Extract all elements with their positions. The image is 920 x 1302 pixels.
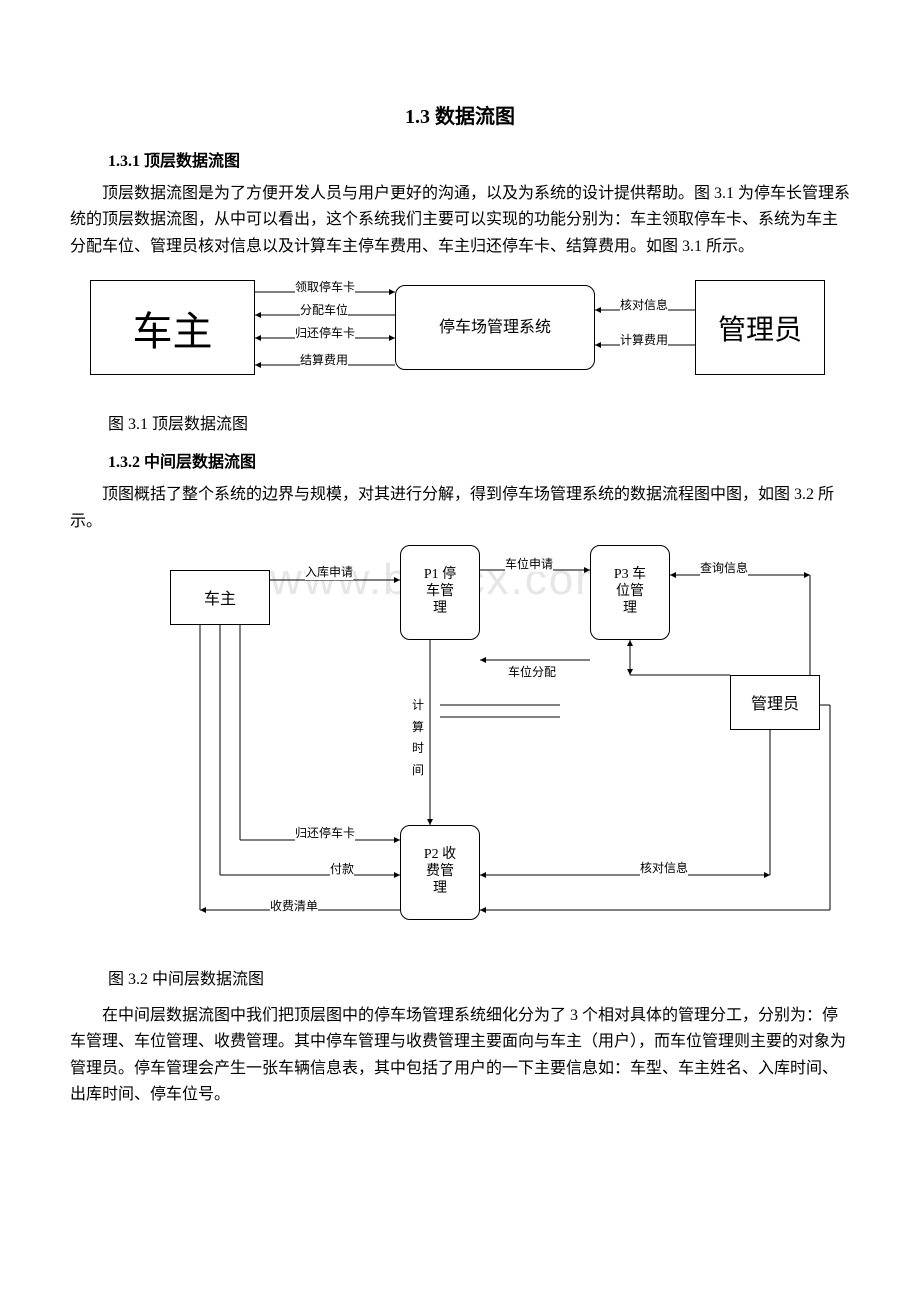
- diagram-3-1: 车主 停车场管理系统 管理员 领取停车卡 分配车位 归还停车卡 结算费用 核对信…: [90, 270, 830, 390]
- node-owner-2: 车主: [170, 570, 270, 625]
- edge-label: 计算费用: [620, 331, 668, 348]
- section-1-paragraph: 顶层数据流图是为了方便开发人员与用户更好的沟通，以及为系统的设计提供帮助。图 3…: [70, 181, 850, 260]
- edge-label: 核对信息: [620, 296, 668, 313]
- node-admin: 管理员: [695, 280, 825, 375]
- diagram-2-caption: 图 3.2 中间层数据流图: [108, 965, 850, 989]
- section-2-paragraph-1: 顶图概括了整个系统的边界与规模，对其进行分解，得到停车场管理系统的数据流程图中图…: [70, 482, 850, 535]
- edge-label: 结算费用: [300, 351, 348, 368]
- section-1-heading: 1.3.1 顶层数据流图: [108, 147, 850, 171]
- edge-label: 领取停车卡: [295, 278, 355, 295]
- diagram-3-2: www.bdocx.com: [130, 545, 850, 945]
- edge-label: 分配车位: [300, 301, 348, 318]
- edge-label: 查询信息: [700, 559, 748, 576]
- node-owner: 车主: [90, 280, 255, 375]
- node-p3: P3 车 位管 理: [590, 545, 670, 640]
- node-p1: P1 停 车管 理: [400, 545, 480, 640]
- edge-label: 归还停车卡: [295, 324, 355, 341]
- edge-label: 收费清单: [270, 897, 318, 914]
- edge-label: 车位申请: [505, 555, 553, 572]
- node-p2: P2 收 费管 理: [400, 825, 480, 920]
- edge-label: 核对信息: [640, 859, 688, 876]
- diagram-1-caption: 图 3.1 顶层数据流图: [108, 410, 850, 434]
- edge-label: 车位分配: [508, 663, 556, 680]
- section-2-paragraph-2: 在中间层数据流图中我们把顶层图中的停车场管理系统细化分为了 3 个相对具体的管理…: [70, 1003, 850, 1109]
- section-2-heading: 1.3.2 中间层数据流图: [108, 448, 850, 472]
- edge-label: 计 算 时 间: [412, 695, 424, 781]
- edge-label: 归还停车卡: [295, 824, 355, 841]
- edge-label: 付款: [330, 860, 354, 877]
- edge-label: 入库申请: [305, 563, 353, 580]
- node-admin-2: 管理员: [730, 675, 820, 730]
- page-title: 1.3 数据流图: [70, 100, 850, 129]
- node-system: 停车场管理系统: [395, 285, 595, 370]
